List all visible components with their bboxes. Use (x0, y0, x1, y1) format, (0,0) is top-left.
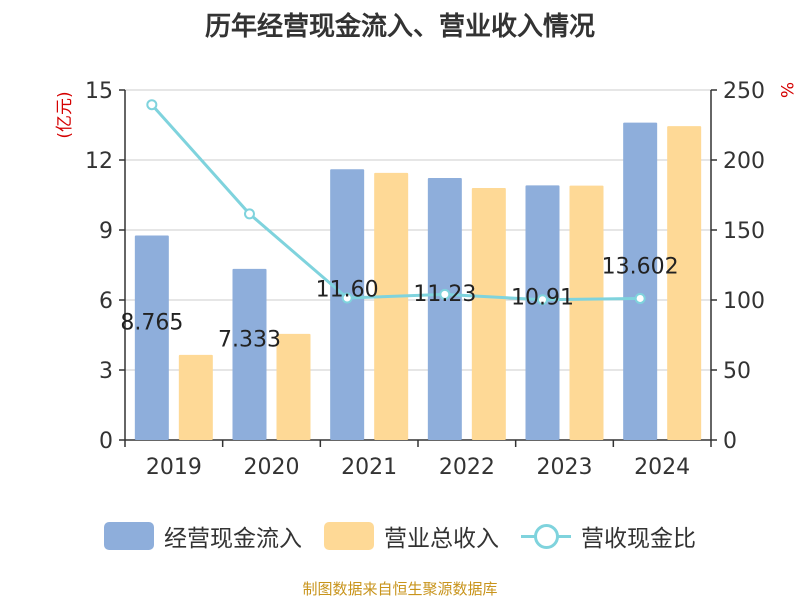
legend-item-cash-ratio[interactable]: 营收现金比 (521, 519, 696, 553)
y-left-tick-label: 6 (99, 289, 113, 314)
bar-revenue (374, 172, 409, 441)
x-tick-label: 2021 (341, 455, 397, 480)
y-left-tick-label: 3 (99, 359, 113, 384)
y-left-axis-label: (亿元) (55, 91, 75, 138)
bar-cash-inflow (134, 235, 169, 440)
y-right-axis-label: % (776, 82, 796, 98)
legend-swatch-cash-inflow (104, 522, 154, 550)
bar-cash-inflow (525, 185, 560, 440)
y-right-tick-label: 200 (723, 149, 765, 174)
line-point-cash-ratio (537, 294, 548, 306)
bar-revenue (569, 185, 604, 440)
x-tick-label: 2022 (439, 455, 495, 480)
bar-cash-inflow (330, 169, 365, 440)
bar-revenue (471, 188, 506, 440)
y-left-tick-label: 12 (85, 149, 113, 174)
legend-label-revenue: 营业总收入 (384, 526, 499, 552)
x-tick-label: 2020 (244, 455, 300, 480)
y-right-tick-label: 250 (723, 79, 765, 104)
legend-swatch-cash-ratio (521, 522, 571, 550)
line-point-cash-ratio (146, 99, 158, 111)
legend-item-cash-inflow[interactable]: 经营现金流入 (104, 519, 302, 553)
bar-revenue (178, 354, 213, 440)
bar-cash-inflow (232, 268, 267, 440)
data-label-cash-inflow: 13.602 (602, 254, 679, 279)
bar-revenue (276, 333, 311, 440)
legend-label-cash-ratio: 营收现金比 (581, 526, 696, 552)
bar-cash-inflow (427, 177, 462, 440)
y-left-tick-label: 9 (99, 219, 113, 244)
data-label-cash-inflow: 11.60 (316, 278, 379, 303)
line-cash-ratio (150, 103, 641, 302)
data-label-cash-inflow: 8.765 (120, 311, 183, 336)
x-tick-label: 2019 (146, 455, 202, 480)
bar-revenue (667, 126, 702, 441)
line-point-cash-ratio (341, 292, 353, 304)
data-label-cash-inflow: 11.23 (413, 282, 476, 307)
y-left-tick-label: 0 (99, 429, 113, 454)
y-right-tick-label: 100 (723, 289, 765, 314)
y-right-tick-label: 0 (723, 429, 737, 454)
x-tick-label: 2023 (537, 455, 593, 480)
line-point-cash-ratio (439, 288, 451, 300)
x-tick-label: 2024 (634, 455, 690, 480)
line-point-cash-ratio (244, 208, 255, 220)
y-right-tick-label: 50 (723, 359, 751, 384)
source-note: 制图数据来自恒生聚源数据库 (302, 580, 498, 598)
y-left-tick-label: 15 (85, 79, 113, 104)
chart-title: 历年经营现金流入、营业收入情况 (204, 12, 595, 42)
legend-item-revenue[interactable]: 营业总收入 (324, 519, 499, 553)
legend-swatch-revenue (324, 522, 374, 550)
line-point-cash-ratio (634, 292, 646, 304)
legend-label-cash-inflow: 经营现金流入 (164, 526, 302, 552)
data-label-cash-inflow: 7.333 (218, 327, 281, 352)
bar-cash-inflow (623, 122, 658, 441)
data-label-cash-inflow: 10.91 (511, 286, 574, 311)
y-right-tick-label: 150 (723, 219, 765, 244)
legend: 经营现金流入 营业总收入 营收现金比 (0, 518, 800, 554)
